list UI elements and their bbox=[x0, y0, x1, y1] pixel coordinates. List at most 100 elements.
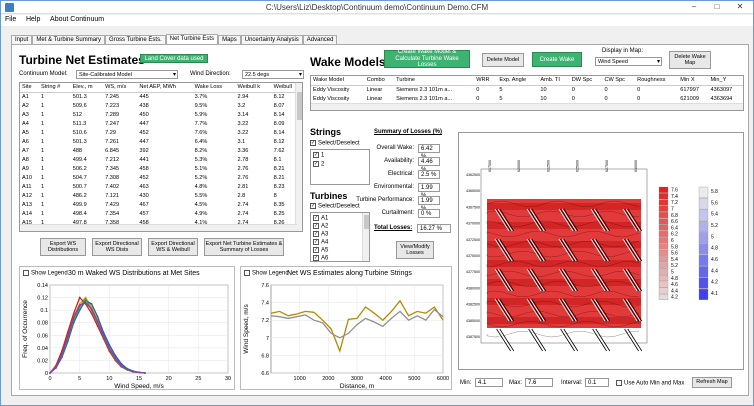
wind-direction-select[interactable]: 22.5 degs ▾ bbox=[242, 70, 304, 79]
column-header[interactable]: Roughness bbox=[635, 76, 679, 86]
display-in-map-select[interactable]: Wind Speed ▾ bbox=[595, 57, 662, 66]
turbine-item[interactable]: ✓ A4 bbox=[313, 239, 367, 247]
loss-value[interactable]: 4.46 % bbox=[418, 157, 440, 173]
maximize-button[interactable]: □ bbox=[714, 2, 720, 11]
tab-uncertainty-analysis[interactable]: Uncertainty Analysis bbox=[240, 35, 303, 45]
net-table-hscrollbar[interactable] bbox=[20, 224, 297, 231]
menu-file[interactable]: File bbox=[5, 16, 17, 23]
checkbox-icon[interactable]: ✓ bbox=[313, 152, 319, 158]
column-header[interactable]: Weibull bbox=[271, 83, 302, 93]
turbine-item[interactable]: ✓ A3 bbox=[313, 231, 367, 239]
column-header[interactable]: Weibull k bbox=[235, 83, 272, 93]
view-modify-losses-button[interactable]: View/Modify Losses bbox=[396, 241, 434, 259]
turbines-list[interactable]: ✓ A1 ✓ A2 ✓ A3 ✓ A4 ✓ A5 ✓ A6 bbox=[310, 212, 370, 262]
column-header[interactable]: Combo bbox=[364, 76, 395, 86]
strings-list[interactable]: ✓ 1 ✓ 2 bbox=[310, 149, 370, 185]
map-max-input[interactable]: 7.6 bbox=[525, 378, 553, 387]
tab-advanced[interactable]: Advanced bbox=[302, 35, 338, 45]
column-header[interactable]: Elev., m bbox=[70, 83, 104, 93]
checkbox-icon[interactable] bbox=[244, 270, 250, 276]
refresh-map-button[interactable]: Refresh Map bbox=[692, 377, 732, 388]
checkbox-icon[interactable] bbox=[616, 380, 622, 386]
column-header[interactable]: Min X bbox=[678, 76, 709, 86]
loss-value[interactable]: 0 % bbox=[418, 209, 440, 218]
tab-net-turbine-ests[interactable]: Net Turbine Ests bbox=[165, 34, 219, 45]
table-row[interactable]: A8 1 499.4 7.212 441 5.3% 2.78 8.1 bbox=[20, 155, 302, 164]
table-row[interactable]: Eddy Viscosity Linear Siemens 2.3 101m a..… bbox=[311, 94, 743, 103]
create-wake-map-button[interactable]: Create Wake Map bbox=[532, 52, 582, 77]
loss-value[interactable]: 1.99 % bbox=[418, 196, 440, 212]
column-header[interactable]: WRR bbox=[474, 76, 498, 86]
map-min-input[interactable]: 4.1 bbox=[475, 378, 503, 387]
table-row[interactable]: A9 1 506.2 7.345 458 5.1% 2.76 8.21 bbox=[20, 164, 302, 173]
continuum-model-select[interactable]: Site-Calibrated Model ▾ bbox=[76, 70, 178, 79]
checkbox-icon[interactable]: ✓ bbox=[313, 223, 319, 229]
turbine-item[interactable]: ✓ A5 bbox=[313, 247, 367, 255]
export-directional-ws-dists-button[interactable]: Export Directional WS Dists bbox=[92, 238, 142, 256]
table-row[interactable]: A1 1 501.3 7.245 445 3.7% 2.94 8.12 bbox=[20, 92, 302, 101]
table-row[interactable]: A11 1 500.7 7.402 463 4.8% 2.81 8.23 bbox=[20, 182, 302, 191]
wake-table-hscrollbar[interactable] bbox=[311, 103, 743, 110]
table-row[interactable]: A12 1 486.2 7.121 430 5.5% 2.8 8 bbox=[20, 191, 302, 200]
menu-about[interactable]: About Continuum bbox=[50, 16, 105, 23]
table-row[interactable]: A14 1 498.4 7.354 457 4.9% 2.74 8.25 bbox=[20, 209, 302, 218]
table-row[interactable]: A7 1 488 6.845 392 8.2% 3.36 7.62 bbox=[20, 146, 302, 155]
checkbox-icon[interactable]: ✓ bbox=[313, 247, 319, 253]
export-ws-distributions-button[interactable]: Export WS Distributions bbox=[40, 238, 86, 256]
wake-map[interactable]: 617500 620000 622500 625000 627500 630000 4362… bbox=[459, 133, 743, 369]
column-header[interactable]: Min_Y bbox=[708, 76, 743, 86]
table-row[interactable]: A4 1 511.3 7.247 447 7.7% 3.22 8.09 bbox=[20, 119, 302, 128]
checkbox-icon[interactable] bbox=[23, 270, 29, 276]
column-header[interactable]: Wake Model bbox=[311, 76, 365, 86]
column-header[interactable]: WS, m/s bbox=[103, 83, 138, 93]
string-item[interactable]: ✓ 2 bbox=[313, 161, 367, 170]
table-row[interactable]: A3 1 512 7.289 450 5.9% 3.14 8.14 bbox=[20, 110, 302, 119]
loss-value[interactable]: 6.42 % bbox=[418, 144, 440, 160]
table-row[interactable]: A15 1 497.8 7.358 458 4.1% 2.74 8.26 bbox=[20, 218, 302, 227]
checkbox-icon[interactable]: ✓ bbox=[310, 140, 316, 146]
column-header[interactable]: Turbine bbox=[394, 76, 475, 86]
loss-value[interactable]: 1.99 % bbox=[418, 183, 440, 199]
table-row[interactable]: A6 1 501.3 7.261 447 6.4% 3.1 8.12 bbox=[20, 137, 302, 146]
column-header[interactable]: Exp. Angle bbox=[497, 76, 539, 86]
menu-help[interactable]: Help bbox=[25, 16, 41, 23]
column-header[interactable]: Wake Loss bbox=[192, 83, 236, 93]
checkbox-icon[interactable]: ✓ bbox=[313, 215, 319, 221]
turbine-item[interactable]: ✓ A6 bbox=[313, 255, 367, 261]
create-wake-model-button[interactable]: Create Wake Model & Calculate Turbine Wa… bbox=[384, 49, 470, 68]
turbines-list-scrollbar[interactable] bbox=[362, 213, 369, 261]
tab-met-turbine-summary[interactable]: Met & Turbine Summary bbox=[32, 35, 106, 45]
column-header[interactable]: DW Spc bbox=[569, 76, 603, 86]
string-item[interactable]: ✓ 1 bbox=[313, 152, 367, 161]
dist-show-legend[interactable]: Show Legend bbox=[23, 270, 68, 277]
export-net-turbine-estimates-button[interactable]: Export Net Turbine Estimates & Summary o… bbox=[204, 238, 284, 256]
tab-input[interactable]: Input bbox=[11, 35, 33, 45]
minimize-button[interactable]: – bbox=[691, 2, 697, 11]
table-row[interactable]: A2 1 509.6 7.223 438 9.5% 3.2 8.07 bbox=[20, 101, 302, 110]
column-header[interactable]: String # bbox=[39, 83, 71, 93]
table-row[interactable]: A5 1 510.6 7.29 452 7.6% 3.22 8.14 bbox=[20, 128, 302, 137]
auto-min-max[interactable]: Use Auto Min and Max bbox=[616, 380, 684, 387]
table-row[interactable]: Eddy Viscosity Linear Siemens 2.3 101m a..… bbox=[311, 85, 743, 94]
delete-wake-map-button[interactable]: Delete Wake Map bbox=[669, 51, 711, 69]
column-header[interactable]: Net AEP, MWh bbox=[137, 83, 193, 93]
turbine-item[interactable]: ✓ A2 bbox=[313, 223, 367, 231]
wake-models-table[interactable]: Wake Model Combo Turbine WRR Exp. Angle Amb. … bbox=[310, 75, 744, 111]
table-row[interactable]: A13 1 499.9 7.429 467 4.5% 2.74 8.35 bbox=[20, 200, 302, 209]
strings-select-all[interactable]: ✓ Select/Deselect bbox=[310, 140, 360, 147]
loss-value[interactable]: 2.5 % bbox=[418, 170, 440, 179]
checkbox-icon[interactable]: ✓ bbox=[313, 231, 319, 237]
column-header[interactable]: CW Spc bbox=[602, 76, 636, 86]
checkbox-icon[interactable]: ✓ bbox=[313, 161, 319, 167]
delete-model-button[interactable]: Delete Model bbox=[482, 53, 524, 67]
close-button[interactable]: ✕ bbox=[736, 2, 744, 11]
map-interval-input[interactable]: 0.1 bbox=[585, 378, 609, 387]
net-estimates-table[interactable]: Site String # Elev., m WS, m/s Net AEP, MWh W… bbox=[19, 82, 303, 232]
table-row[interactable]: A10 1 504.7 7.308 452 5.2% 2.76 8.21 bbox=[20, 173, 302, 182]
checkbox-icon[interactable]: ✓ bbox=[310, 203, 316, 209]
export-directional-ws-weibull-button[interactable]: Export Directional WS & Weibull bbox=[148, 238, 198, 256]
tab-gross-turbine-ests[interactable]: Gross Turbine Ests. bbox=[105, 35, 166, 45]
string-show-legend[interactable]: Show Legend bbox=[244, 270, 289, 277]
column-header[interactable]: Amb. TI bbox=[538, 76, 570, 86]
checkbox-icon[interactable]: ✓ bbox=[313, 239, 319, 245]
